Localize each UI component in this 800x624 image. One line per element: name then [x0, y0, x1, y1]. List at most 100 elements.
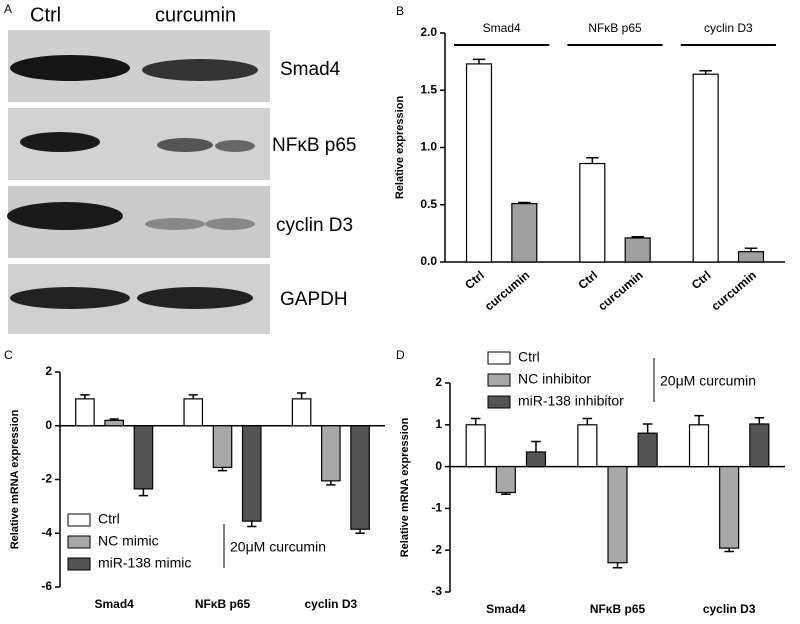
error-bar: [501, 492, 511, 495]
annotation: 20μM curcumin: [660, 373, 756, 389]
error-bar: [296, 392, 307, 399]
y-tick-label: 2.0: [420, 25, 437, 39]
y-tick-label: 1.5: [420, 82, 437, 96]
band-label: GAPDH: [280, 289, 348, 310]
y-axis-label: Relative expression: [394, 96, 406, 200]
x-tick-label: Ctrl: [462, 268, 487, 292]
x-tick-label: Smad4: [94, 597, 134, 611]
band-label: cyclin D3: [276, 215, 353, 236]
bar: [75, 398, 95, 427]
legend-swatch: [487, 351, 511, 365]
lane-label: Ctrl: [30, 4, 61, 26]
error-bar: [582, 417, 593, 425]
error-bar: [612, 562, 623, 569]
panel-label: A: [4, 2, 12, 16]
error-bar: [138, 488, 149, 497]
legend-label: NC inhibitor: [518, 371, 591, 387]
x-tick-label: NFκB p65: [590, 602, 646, 616]
y-tick-label: 2: [45, 364, 52, 378]
y-tick-label: 0.5: [420, 197, 437, 211]
group-label: cyclin D3: [704, 21, 753, 35]
error-bar: [326, 480, 336, 486]
legend-swatch: [487, 373, 511, 387]
bar: [212, 425, 233, 469]
bar: [692, 73, 719, 263]
bar: [465, 424, 486, 468]
error-bar: [472, 58, 486, 64]
y-tick-label: 2: [435, 375, 442, 389]
error-bar: [642, 423, 653, 434]
y-tick-label: -2: [41, 472, 52, 486]
y-tick-label: 0: [45, 418, 52, 432]
bar: [350, 425, 370, 530]
legend-label: miR-138 mimic: [98, 555, 191, 571]
x-tick-label: curcumin: [482, 268, 532, 313]
legend-label: NC mimic: [98, 533, 159, 549]
lane-label: curcumin: [155, 4, 236, 26]
annotation: 20μM curcumin: [230, 539, 326, 555]
bar: [183, 398, 204, 427]
error-bar: [631, 236, 644, 238]
x-tick-label: Ctrl: [575, 268, 600, 292]
y-axis-label: Relative mRNA expression: [9, 409, 21, 549]
error-bar: [744, 247, 758, 252]
error-bar: [109, 418, 119, 421]
x-tick-label: curcumin: [595, 268, 645, 313]
blot-images: [7, 30, 270, 334]
x-tick-label: NFκB p65: [195, 597, 251, 611]
legend-label: miR-138 inhibitor: [518, 393, 624, 409]
legend-label: Ctrl: [98, 511, 120, 527]
y-tick-label: -1: [431, 501, 442, 515]
error-bar: [531, 440, 541, 452]
legend-swatch: [487, 395, 511, 409]
bar: [607, 466, 628, 564]
legend-swatch: [67, 535, 91, 549]
bar: [133, 425, 154, 490]
bar: [291, 398, 312, 427]
error-bar: [518, 201, 531, 204]
bar: [495, 466, 516, 494]
bar: [749, 423, 770, 468]
legend-swatch: [67, 557, 91, 571]
x-tick-label: Ctrl: [689, 268, 714, 292]
band-label: Smad4: [280, 59, 341, 80]
bar: [104, 419, 124, 427]
y-tick-label: -4: [41, 525, 52, 539]
y-tick-label: -3: [431, 584, 442, 598]
x-tick-label: curcumin: [709, 268, 759, 313]
y-tick-label: 0.0: [420, 254, 437, 268]
group-label: NFκB p65: [588, 21, 642, 35]
panel-label: C: [4, 348, 13, 362]
panel-label: D: [396, 348, 405, 362]
x-tick-label: Smad4: [486, 602, 526, 616]
legend-label: Ctrl: [518, 349, 540, 365]
error-bar: [754, 416, 765, 424]
panel-label: B: [396, 4, 404, 18]
error-bar: [699, 70, 712, 75]
error-bar: [724, 548, 734, 553]
error-bar: [470, 417, 481, 425]
legend-swatch: [67, 513, 91, 527]
error-bar: [694, 414, 704, 425]
y-axis-label: Relative mRNA expression: [399, 417, 411, 557]
error-bar: [188, 394, 198, 399]
bar: [579, 162, 606, 263]
error-bar: [217, 467, 228, 472]
bar: [321, 425, 341, 482]
group-label: Smad4: [483, 21, 521, 35]
bar: [577, 424, 598, 468]
bar: [737, 251, 765, 263]
bar: [637, 432, 658, 468]
bar: [624, 237, 651, 263]
y-tick-label: -2: [431, 542, 442, 556]
bar: [465, 63, 493, 263]
y-tick-label: 0: [435, 459, 442, 473]
y-tick-label: -6: [41, 579, 52, 593]
bar: [241, 425, 262, 522]
error-bar: [355, 529, 365, 534]
x-tick-label: cyclin D3: [304, 597, 357, 611]
error-bar: [586, 157, 599, 164]
band-label: NFκB p65: [272, 135, 356, 156]
bar: [525, 451, 547, 468]
